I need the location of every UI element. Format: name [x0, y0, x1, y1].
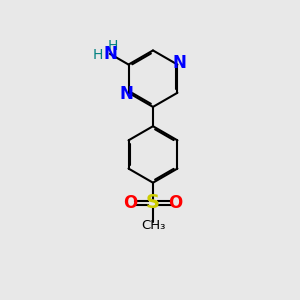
- Text: N: N: [103, 45, 117, 63]
- Text: O: O: [123, 194, 137, 212]
- Text: S: S: [146, 194, 160, 212]
- Text: O: O: [168, 194, 183, 212]
- Text: H: H: [107, 38, 118, 52]
- Text: N: N: [119, 85, 133, 103]
- Text: N: N: [173, 54, 187, 72]
- Text: CH₃: CH₃: [141, 219, 165, 232]
- Text: H: H: [92, 48, 103, 62]
